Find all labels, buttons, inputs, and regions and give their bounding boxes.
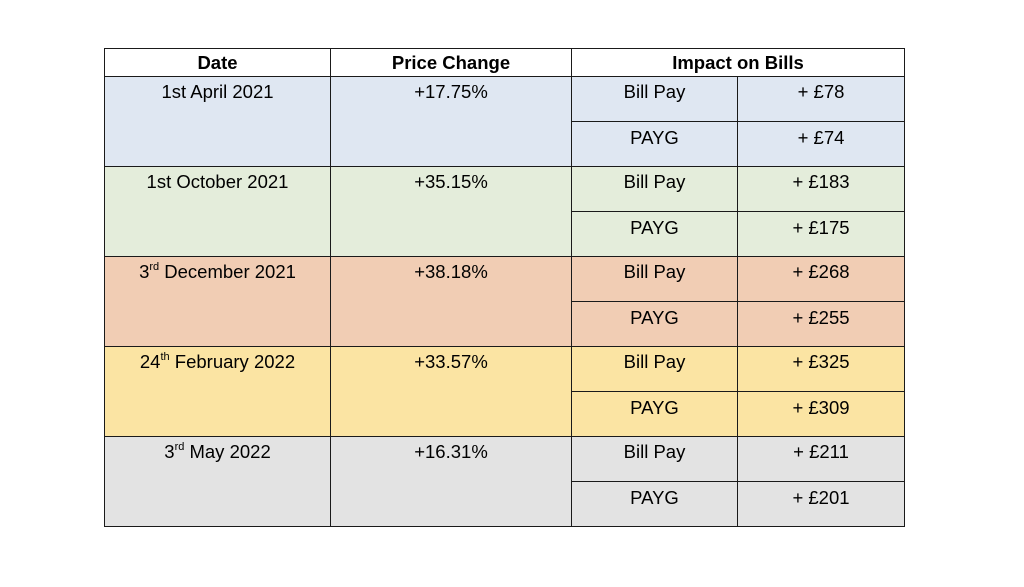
bill-pay-amount: + £78 [736, 76, 906, 122]
bill-pay-amount: + £325 [736, 346, 906, 392]
date-text-rest: February 2022 [169, 351, 296, 372]
date-text: 3 [164, 441, 175, 462]
date-text-rest: December 2021 [159, 261, 296, 282]
table-row: PAYG + £175 [105, 211, 906, 257]
table-row: 1st April 2021 +17.75% Bill Pay + £78 [104, 76, 906, 167]
date-cell: 3rd May 2022 [104, 436, 331, 527]
price-change-cell: +17.75% [330, 76, 572, 167]
table-row: PAYG + £309 [105, 391, 906, 437]
payg-label: PAYG [571, 301, 738, 347]
payg-amount: + £309 [736, 391, 906, 437]
date-text: 1st October 2021 [146, 171, 289, 192]
bill-pay-amount: + £211 [736, 436, 906, 482]
price-change-cell: +38.18% [330, 256, 572, 347]
bill-pay-label: Bill Pay [571, 436, 738, 482]
payg-amount: + £255 [736, 301, 906, 347]
payg-amount: + £201 [736, 481, 906, 527]
table-row: PAYG + £201 [105, 481, 906, 527]
date-cell: 24th February 2022 [104, 346, 331, 437]
payg-amount: + £175 [736, 211, 906, 257]
table-body: 1st April 2021 +17.75% Bill Pay + £78 PAYG + … [104, 76, 906, 527]
table-row: PAYG + £74 [105, 121, 906, 167]
energy-price-table: Date Price Change Impact on Bills 1st Ap… [104, 48, 906, 527]
date-text: 1st April 2021 [161, 81, 274, 102]
bill-pay-label: Bill Pay [571, 76, 738, 122]
date-text-rest: May 2022 [184, 441, 271, 462]
price-change-cell: +16.31% [330, 436, 572, 527]
payg-label: PAYG [571, 481, 738, 527]
table-row: 3rd December 2021 +38.18% Bill Pay + £268 [104, 256, 906, 347]
payg-label: PAYG [571, 211, 738, 257]
table-row: 3rd May 2022 +16.31% Bill Pay + £211 [104, 436, 906, 527]
bill-pay-label: Bill Pay [571, 346, 738, 392]
payg-label: PAYG [571, 391, 738, 437]
bill-pay-label: Bill Pay [571, 166, 738, 212]
date-ordinal-suffix: th [160, 350, 170, 363]
payg-label: PAYG [571, 121, 738, 167]
date-ordinal-suffix: rd [149, 260, 160, 273]
table-row: PAYG + £255 [105, 301, 906, 347]
table-row: 24th February 2022 +33.57% Bill Pay + £325 [104, 346, 906, 437]
bill-pay-amount: + £268 [736, 256, 906, 302]
header-impact-on-bills: Impact on Bills [570, 48, 906, 77]
table-row: 1st October 2021 +35.15% Bill Pay + £183 [104, 166, 906, 257]
date-ordinal-suffix: rd [174, 440, 185, 453]
header-price-change: Price Change [330, 48, 572, 77]
date-cell: 1st October 2021 [104, 166, 331, 257]
header-row: Date Price Change Impact on Bills [104, 48, 906, 77]
bill-pay-label: Bill Pay [571, 256, 738, 302]
header-date: Date [104, 48, 331, 77]
date-text: 3 [139, 261, 150, 282]
price-change-cell: +35.15% [330, 166, 572, 257]
date-text: 24 [139, 351, 161, 372]
date-cell: 1st April 2021 [104, 76, 331, 167]
payg-amount: + £74 [736, 121, 906, 167]
date-cell: 3rd December 2021 [104, 256, 331, 347]
price-change-cell: +33.57% [330, 346, 572, 437]
bill-pay-amount: + £183 [736, 166, 906, 212]
